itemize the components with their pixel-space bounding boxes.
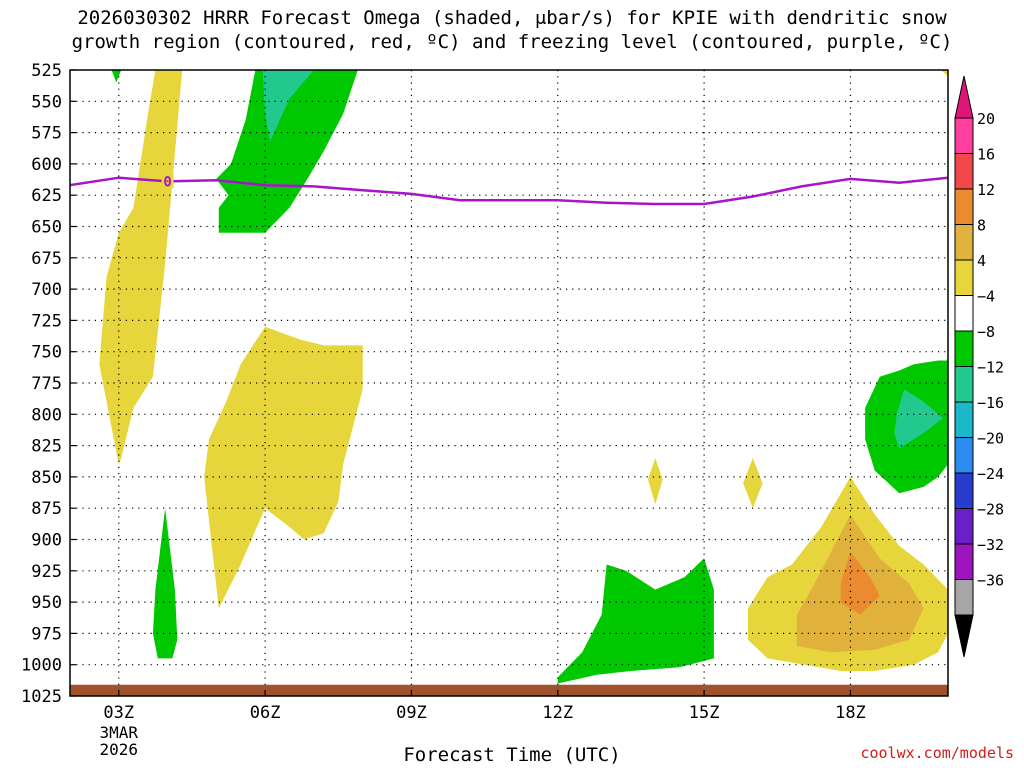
x-tick-label: 09Z xyxy=(396,703,427,723)
colorbar-swatch xyxy=(954,153,974,190)
colorbar-swatch xyxy=(954,330,974,367)
rise-green-4 xyxy=(557,558,714,684)
colorbar-swatch xyxy=(954,259,974,296)
colorbar-swatch xyxy=(954,117,974,154)
y-tick-label: 650 xyxy=(31,218,62,238)
sink-yellow-3 xyxy=(648,458,663,505)
y-tick-label: 900 xyxy=(31,531,62,551)
colorbar-label: 16 xyxy=(977,146,995,164)
y-tick-label: 875 xyxy=(31,499,62,519)
colorbar-label: 4 xyxy=(977,252,986,270)
sink-yellow-1 xyxy=(99,70,183,465)
y-tick-label: 975 xyxy=(31,624,62,644)
colorbar-label: −12 xyxy=(977,359,1004,377)
chart-title-line1: 2026030302 HRRR Forecast Omega (shaded, … xyxy=(77,7,947,29)
rise-teal-1 xyxy=(262,70,314,142)
colorbar-label: 20 xyxy=(977,110,995,128)
colorbar-label: −20 xyxy=(977,430,1004,448)
rise-green-3 xyxy=(152,508,178,659)
freezing-level-label-bg xyxy=(161,173,174,189)
colorbar-swatch xyxy=(954,224,974,261)
ground-layer xyxy=(70,684,948,696)
y-tick-label: 600 xyxy=(31,155,62,175)
x-tick-sublabel: 2026 xyxy=(100,740,139,759)
colorbar-swatch xyxy=(954,366,974,403)
sink-orange-2 xyxy=(840,552,880,615)
x-tick-label: 12Z xyxy=(542,703,573,723)
ground-fill xyxy=(70,684,948,696)
colorbar-swatch xyxy=(954,579,974,616)
y-tick-label: 925 xyxy=(31,562,62,582)
colorbar-top-arrow xyxy=(954,75,974,119)
colorbar-bottom-arrow xyxy=(954,614,974,658)
y-tick-label: 725 xyxy=(31,311,62,331)
colorbar-label: 12 xyxy=(977,181,995,199)
sink-yellow-6 xyxy=(940,70,948,77)
colorbar-swatch xyxy=(954,472,974,509)
y-tick-label: 1000 xyxy=(21,656,62,676)
y-tick-label: 525 xyxy=(31,61,62,81)
y-tick-label: 750 xyxy=(31,343,62,363)
y-tick-label: 625 xyxy=(31,186,62,206)
y-tick-label: 775 xyxy=(31,374,62,394)
y-axis: 525 550 575 600 625 650 675 700 725 750 775 800 825 8… xyxy=(21,61,76,707)
colorbar-label: −4 xyxy=(977,288,995,306)
x-tick-label: 06Z xyxy=(250,703,281,723)
sink-yellow-4 xyxy=(743,458,763,509)
colorbar-label: −32 xyxy=(977,536,1004,554)
x-axis-label: Forecast Time (UTC) xyxy=(403,744,621,766)
chart-title: 2026030302 HRRR Forecast Omega (shaded, … xyxy=(0,6,1024,54)
y-tick-label: 675 xyxy=(31,249,62,269)
credit-text: coolwx.com/models xyxy=(860,744,1014,762)
y-tick-label: 550 xyxy=(31,92,62,112)
rise-teal-2 xyxy=(894,389,944,449)
colorbar-swatch xyxy=(954,401,974,438)
sink-yellow-2 xyxy=(204,326,363,609)
colorbar-swatch xyxy=(954,543,974,580)
x-tick-sublabel: 3MAR xyxy=(100,723,139,742)
colorbar-label: −24 xyxy=(977,465,1004,483)
x-tick-label: 03Z xyxy=(103,703,134,723)
colorbar-label: 8 xyxy=(977,217,986,235)
y-tick-label: 700 xyxy=(31,280,62,300)
y-tick-label: 950 xyxy=(31,593,62,613)
x-tick-label: 15Z xyxy=(689,703,720,723)
y-tick-label: 575 xyxy=(31,124,62,144)
rise-green-1 xyxy=(111,70,122,83)
colorbar-swatch xyxy=(954,508,974,545)
colorbar-swatch xyxy=(954,437,974,474)
y-tick-label: 1025 xyxy=(21,687,62,707)
colorbar-swatch xyxy=(954,188,974,225)
colorbar-swatch xyxy=(954,295,974,332)
freezing-level-line xyxy=(70,176,948,206)
colorbar-label: −36 xyxy=(977,572,1004,590)
colorbar-label: −16 xyxy=(977,394,1004,412)
y-tick-label: 850 xyxy=(31,468,62,488)
omega-shading xyxy=(99,70,948,684)
rise-green-2 xyxy=(216,70,358,233)
colorbar: 20 16 12 8 4 −4 −8 −12 −16 −20 −24 −28 −32 −36 xyxy=(954,75,1004,658)
chart-title-line2: growth region (contoured, red, ºC) and f… xyxy=(71,31,953,53)
freezing-level-label: 0 xyxy=(163,174,171,190)
freezing-level: 0 xyxy=(70,173,948,206)
grid xyxy=(70,70,948,696)
colorbar-label: −28 xyxy=(977,501,1004,519)
y-tick-label: 825 xyxy=(31,437,62,457)
colorbar-label: −8 xyxy=(977,323,995,341)
x-tick-label: 18Z xyxy=(835,703,866,723)
y-tick-label: 800 xyxy=(31,405,62,425)
